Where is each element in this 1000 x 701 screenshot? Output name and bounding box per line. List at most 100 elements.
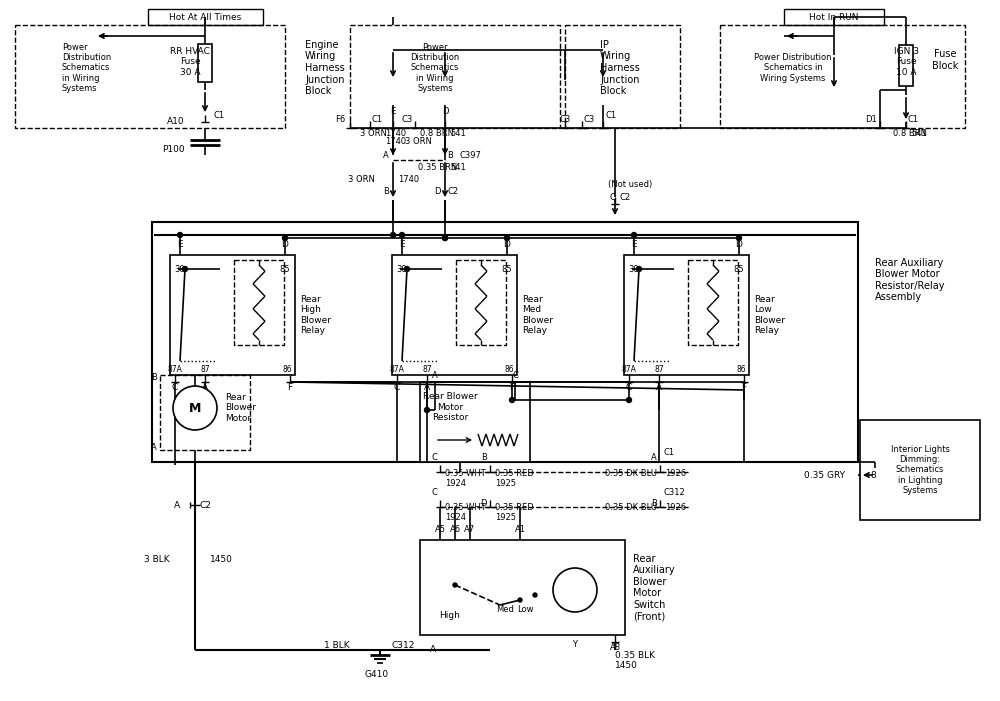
Text: A: A [202,383,208,391]
Text: 8: 8 [870,470,876,479]
Circle shape [173,386,217,430]
Text: C: C [431,453,437,462]
Circle shape [424,407,430,412]
Text: 87A: 87A [622,365,636,374]
Text: IGN 3
Fuse
10 A: IGN 3 Fuse 10 A [894,47,918,77]
Text: D: D [442,107,448,116]
Text: Rear
Med
Blower
Relay: Rear Med Blower Relay [522,295,553,335]
Text: P100: P100 [162,146,185,154]
Text: A: A [430,646,436,655]
Circle shape [637,266,642,271]
Circle shape [626,397,632,402]
Text: Low: Low [517,606,533,615]
Text: 30: 30 [397,264,407,273]
Text: B: B [151,374,157,383]
Bar [392,255,517,375]
Text: 0.8 BRN: 0.8 BRN [420,128,454,137]
Text: A: A [151,444,157,453]
Circle shape [553,568,597,612]
Text: F: F [287,383,293,391]
Text: 3 ORN: 3 ORN [360,128,387,137]
Text: 87A: 87A [168,365,182,374]
Text: E: E [177,240,183,249]
Text: Interior Lights
Dimming:
Schematics
in Lighting
Systems: Interior Lights Dimming: Schematics in L… [891,444,949,496]
Text: B: B [651,498,657,508]
Text: 1740: 1740 [385,128,406,137]
Text: C: C [172,383,178,391]
Bar [148,9,263,25]
Text: Fuse
Block: Fuse Block [932,49,958,71]
Circle shape [510,397,514,402]
Text: 0.35 DK BLU: 0.35 DK BLU [605,503,657,512]
Text: A: A [656,383,662,391]
Text: Med: Med [496,606,514,615]
Text: Off: Off [559,601,571,609]
Text: 87: 87 [200,365,210,374]
Text: A: A [174,501,180,510]
Text: Rear
High
Blower
Relay: Rear High Blower Relay [300,295,331,335]
Text: RR HVAC
Fuse
30 A: RR HVAC Fuse 30 A [170,47,210,77]
Text: 0.35 WHT: 0.35 WHT [445,503,486,512]
Text: 86: 86 [736,365,746,374]
Circle shape [182,266,188,271]
Bar [420,540,625,635]
Text: C3: C3 [402,116,413,125]
Bar [170,255,295,375]
Bar [899,45,913,86]
Bar [198,44,212,82]
Circle shape [442,236,448,240]
Text: 0.35 BRN: 0.35 BRN [418,163,457,172]
Text: 541: 541 [450,163,466,172]
Text: 87A: 87A [390,365,404,374]
Circle shape [632,233,637,238]
Text: Rear
Blower
Motor: Rear Blower Motor [225,393,256,423]
Text: 3 ORN: 3 ORN [348,175,375,184]
Text: 0.35 BLK: 0.35 BLK [615,651,655,660]
Bar [350,25,560,128]
Text: C: C [394,383,400,391]
Text: A: A [383,151,389,160]
Text: 85: 85 [502,264,512,273]
Text: C1: C1 [605,111,616,121]
Text: D: D [504,240,510,249]
Text: C312: C312 [392,641,415,650]
Text: C397: C397 [460,151,482,160]
Text: 541: 541 [911,128,927,137]
Text: 0.35 DK BLU: 0.35 DK BLU [605,468,657,477]
Text: IP
Wiring
Harness
Junction
Block: IP Wiring Harness Junction Block [600,40,640,96]
Bar [624,255,749,375]
Text: 87: 87 [422,365,432,374]
Text: High: High [440,611,460,620]
Text: A8: A8 [609,643,621,652]
Text: 1450: 1450 [615,660,638,669]
Text: F: F [741,383,747,391]
Text: 0.8 BRN: 0.8 BRN [893,128,927,137]
Text: 1926: 1926 [665,503,686,512]
Circle shape [390,233,396,238]
Text: 1 BLK: 1 BLK [324,641,350,650]
Circle shape [404,266,410,271]
Text: D: D [434,187,441,196]
Bar [234,260,284,345]
Text: A6: A6 [449,526,461,534]
Text: 1924: 1924 [445,479,466,487]
Text: 3 ORN: 3 ORN [405,137,432,147]
Circle shape [178,233,182,238]
Circle shape [736,236,742,240]
Bar [565,25,680,128]
Text: A: A [651,453,657,462]
Text: D: D [736,240,742,249]
Text: Power
Distribution
Schematics
in Wiring
Systems: Power Distribution Schematics in Wiring … [410,43,460,93]
Text: 85: 85 [280,264,290,273]
Text: A: A [424,383,430,391]
Text: 1450: 1450 [210,555,233,564]
Bar [784,9,884,25]
Circle shape [283,236,288,240]
Bar [720,25,965,128]
Text: C: C [609,193,615,201]
Text: C1: C1 [908,116,919,125]
Text: Engine
Wiring
Harness
Junction
Block: Engine Wiring Harness Junction Block [305,40,345,96]
Text: Power Distribution
Schematics in
Wiring Systems: Power Distribution Schematics in Wiring … [754,53,832,83]
Text: 1925: 1925 [495,514,516,522]
Circle shape [453,583,457,587]
